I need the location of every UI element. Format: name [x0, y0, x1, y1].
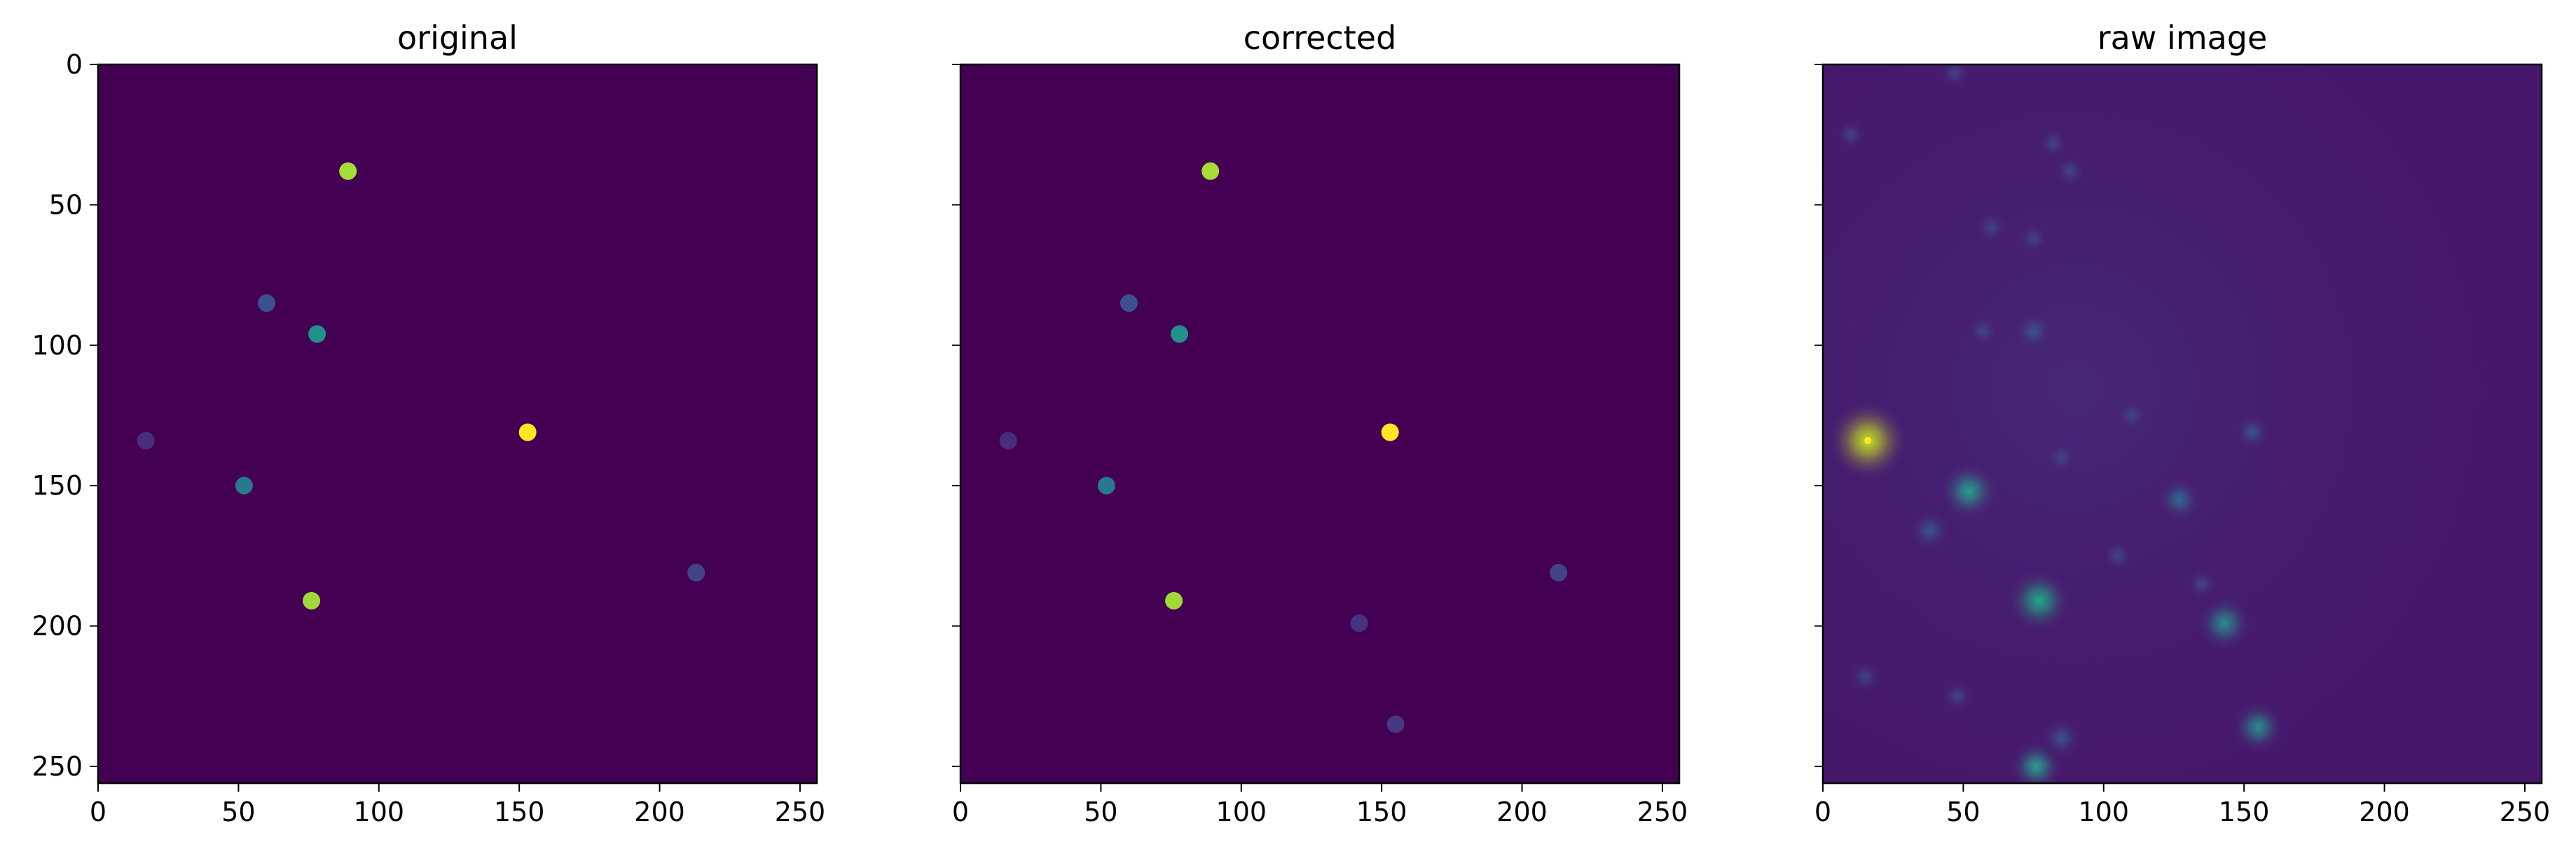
blob-4 [1381, 423, 1399, 441]
spot-13 [1848, 659, 1882, 694]
spot-6 [2156, 477, 2202, 523]
x-tick-label: 0 [1814, 797, 1831, 827]
spot-9 [2040, 717, 2083, 759]
image-content [999, 162, 1568, 734]
spot-12 [1974, 210, 2009, 245]
x-tick-label: 150 [2219, 797, 2270, 827]
blob-1 [257, 294, 275, 312]
panel-title: raw image [2098, 19, 2268, 57]
blob-2 [1171, 325, 1189, 343]
panel-1: corrected 0 50 100 150 200 250 [952, 19, 1688, 827]
x-tick-label: 50 [1946, 797, 1980, 827]
axes-frame [1821, 63, 2543, 785]
x-tick-label: 200 [1496, 797, 1548, 827]
x-tick-label: 150 [1356, 797, 1407, 827]
spot-2 [2006, 568, 2072, 633]
x-tick-label: 50 [221, 797, 255, 827]
spot-21 [1835, 119, 1867, 151]
spot-8 [2013, 311, 2053, 351]
blob-7 [1165, 591, 1183, 609]
x-tick-label: 50 [1084, 797, 1117, 827]
spot-7 [1908, 509, 1951, 552]
x-tick-label: 250 [1637, 797, 1688, 827]
x-tick-label: 200 [2359, 797, 2410, 827]
spot-23 [2116, 399, 2147, 431]
x-tick-label: 200 [634, 797, 685, 827]
spot-20 [2045, 441, 2078, 474]
image-background [960, 64, 1679, 783]
blob-4 [518, 423, 537, 441]
x-tick-label: 0 [90, 797, 106, 827]
spot-19 [2037, 127, 2069, 160]
x-tick-label: 250 [2500, 797, 2551, 827]
blob-7 [303, 591, 321, 609]
image-content [137, 162, 705, 609]
spot-17 [2186, 567, 2218, 600]
panel-title: corrected [1244, 19, 1397, 57]
blob-8 [1350, 614, 1368, 633]
y-tick-label: 100 [32, 330, 83, 361]
x-tick-label: 150 [494, 797, 545, 827]
blob-9 [1386, 715, 1405, 734]
spot-22 [2018, 223, 2049, 254]
blob-0 [1201, 162, 1220, 180]
x-tick-label: 100 [2079, 797, 2130, 827]
blob-6 [1550, 563, 1568, 581]
x-tick-label: 100 [1216, 797, 1267, 827]
blob-1 [1120, 294, 1138, 312]
axes-frame [959, 63, 1681, 785]
panel-title: original [397, 19, 518, 57]
spot-18 [1967, 315, 1999, 347]
spot-1 [1939, 462, 1999, 521]
image-content [1823, 64, 2542, 783]
y-tick-label: 200 [32, 611, 83, 642]
y-tick-label: 150 [32, 470, 83, 501]
x-tick-label: 100 [354, 797, 405, 827]
y-tick-label: 50 [49, 189, 83, 220]
spot-15 [1938, 64, 1971, 89]
blob-2 [308, 325, 326, 343]
x-tick-label: 250 [775, 797, 826, 827]
spot-4 [2231, 700, 2285, 754]
blob-5 [235, 476, 253, 495]
blob-0 [339, 162, 357, 180]
image-background [98, 64, 817, 783]
spot-3 [2196, 595, 2253, 652]
y-tick-label: 250 [32, 751, 83, 782]
spot-11 [2053, 154, 2087, 188]
panel-2: raw image 0 50 100 150 200 250 [1814, 19, 2550, 827]
y-tick-label: 0 [66, 49, 83, 80]
spot-16 [2102, 539, 2134, 572]
background-wash [1823, 64, 2542, 783]
spot-14 [1941, 680, 1974, 712]
blob-6 [687, 563, 705, 581]
blob-5 [1097, 476, 1115, 495]
axes-frame [97, 63, 818, 785]
x-tick-label: 0 [952, 797, 969, 827]
spot-10 [2234, 414, 2271, 451]
blob-3 [137, 432, 155, 450]
spot-core-0 [1864, 437, 1872, 445]
blob-3 [999, 432, 1017, 450]
